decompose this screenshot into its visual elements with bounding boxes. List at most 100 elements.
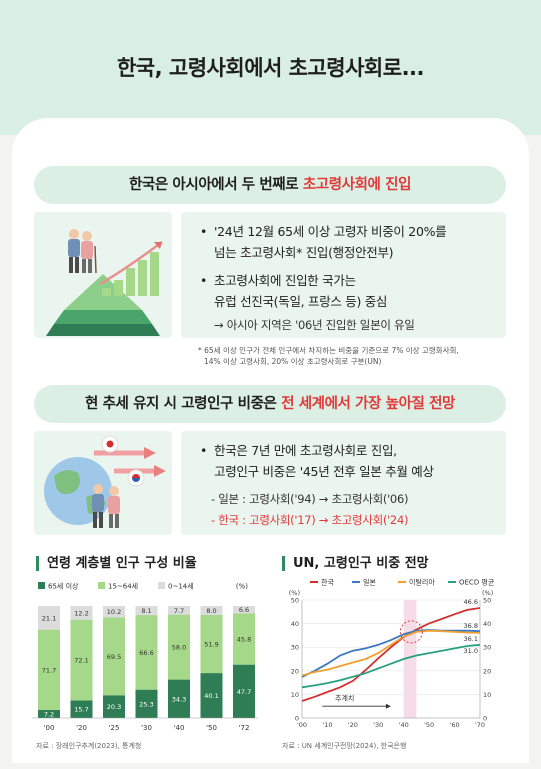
bar-segment bbox=[233, 664, 255, 718]
bar-segment bbox=[168, 679, 190, 718]
section1-bullet2-line1: 초고령사회에 진입한 국가는 bbox=[214, 273, 356, 288]
data-label: 66.6 bbox=[139, 649, 153, 657]
section2-heading-prefix: 현 추세 유지 시 고령인구 비중은 bbox=[85, 396, 282, 412]
x-tick-label: '20 bbox=[348, 721, 358, 729]
projection-band bbox=[403, 600, 417, 718]
bar-segment bbox=[38, 629, 60, 710]
data-label: 25.3 bbox=[139, 700, 153, 708]
section2-heading-highlight: 전 세계에서 가장 높아질 전망 bbox=[281, 396, 455, 412]
x-tick-label: '25 bbox=[109, 724, 120, 732]
chart-unit: (%) bbox=[236, 583, 248, 591]
y-tick-label-right: 40 bbox=[483, 620, 491, 628]
section1-bullet1: • '24년 12월 65세 이상 고령자 비중이 20%를 넘는 초고령사회* … bbox=[200, 221, 447, 263]
x-tick-label: '40 bbox=[174, 724, 185, 732]
y-tick-label-left: 30 bbox=[291, 644, 299, 652]
aging-illustration-panel bbox=[34, 212, 172, 338]
bar-segment bbox=[103, 695, 125, 718]
section1-bullet1-line2: 넘는 초고령사회* 진입(행정안전부) bbox=[214, 245, 394, 260]
bar-segment bbox=[103, 606, 125, 618]
legend-label: 이탈리아 bbox=[409, 578, 435, 587]
y-unit-right: (%) bbox=[482, 589, 493, 597]
bar-segment bbox=[200, 673, 223, 718]
y-tick-label-left: 40 bbox=[291, 620, 299, 628]
data-label: 34.3 bbox=[172, 695, 186, 703]
x-tick-label: '40 bbox=[399, 721, 409, 729]
bar-segment bbox=[38, 606, 60, 630]
japan-timeline: - 일본 : 고령사회('94) → 초고령사회('06) bbox=[211, 492, 409, 506]
x-tick-label: '00 bbox=[297, 721, 307, 729]
bar-segment bbox=[135, 689, 158, 718]
line-chart-source: 자료 : UN 세계인구전망(2024), 한국은행 bbox=[282, 742, 407, 750]
section2-text-panel bbox=[181, 431, 506, 535]
y-tick-label-left: 10 bbox=[291, 691, 299, 699]
data-label: 20.3 bbox=[107, 703, 121, 711]
x-tick-label: '70 bbox=[475, 721, 485, 729]
bar-segment bbox=[70, 606, 93, 620]
data-label: 58.0 bbox=[172, 644, 186, 652]
section2-bullet1-line1: 한국은 7년 만에 초고령사회로 진입, bbox=[214, 443, 397, 458]
data-label: 10.2 bbox=[107, 608, 121, 616]
y-tick-label-right: 20 bbox=[483, 667, 491, 675]
y-tick-label-right: 30 bbox=[483, 644, 491, 652]
y-tick-label-right: 50 bbox=[483, 597, 491, 605]
bar-segment bbox=[70, 619, 93, 701]
legend-swatch bbox=[38, 582, 45, 589]
x-tick-label: '20 bbox=[76, 724, 87, 732]
y-tick-label-left: 0 bbox=[295, 715, 299, 723]
bar-chart-title: 연령 계층별 인구 구성 비율 bbox=[36, 556, 197, 571]
data-label: 7.7 bbox=[174, 607, 184, 615]
x-tick-label: '30 bbox=[141, 724, 152, 732]
y-unit-left: (%) bbox=[289, 589, 300, 597]
bar-segment bbox=[233, 606, 255, 614]
data-label: 12.2 bbox=[74, 609, 88, 617]
line-chart-title: UN, 고령인구 비중 전망 bbox=[282, 556, 429, 571]
series-line bbox=[301, 629, 481, 677]
data-label: 15.7 bbox=[74, 706, 88, 714]
data-label: 72.1 bbox=[74, 657, 88, 665]
section2-bullet1-line2: 고령인구 비중은 '45년 전후 일본 추월 예상 bbox=[214, 464, 434, 479]
data-label: 45.8 bbox=[237, 636, 251, 644]
data-label: 21.1 bbox=[42, 614, 56, 622]
bar-segment bbox=[168, 614, 190, 680]
data-label: 6.6 bbox=[239, 606, 249, 614]
x-tick-label: '72 bbox=[239, 724, 250, 732]
section1-text-panel bbox=[181, 212, 506, 338]
data-label: 40.1 bbox=[204, 692, 218, 700]
x-tick-label: '50 bbox=[424, 721, 434, 729]
y-tick-label-left: 50 bbox=[291, 597, 299, 605]
legend-label: 65세 이상 bbox=[48, 582, 79, 591]
y-tick-label-right: 10 bbox=[483, 691, 491, 699]
data-label: 47.7 bbox=[237, 688, 251, 696]
page-title: 한국, 고령사회에서 초고령사회로... bbox=[116, 56, 425, 80]
end-value-label: 36.8 bbox=[464, 622, 478, 630]
bar-segment bbox=[168, 606, 190, 615]
data-label: 7.2 bbox=[44, 710, 54, 718]
footnote-line2: 14% 이상 고령사회, 20% 이상 초고령사회로 구분(UN) bbox=[204, 357, 382, 366]
section2-heading: 현 추세 유지 시 고령인구 비중은 전 세계에서 가장 높아질 전망 bbox=[34, 385, 506, 423]
projection-annotation: 추계치 bbox=[335, 693, 354, 702]
bar-segment bbox=[200, 614, 223, 674]
series-line bbox=[301, 607, 481, 702]
bar-segment bbox=[70, 700, 93, 718]
bar-segment bbox=[233, 613, 255, 665]
end-value-label: 31.0 bbox=[464, 647, 478, 655]
x-tick-label: '50 bbox=[206, 724, 217, 732]
end-value-label: 46.6 bbox=[464, 598, 478, 606]
y-tick-label-left: 20 bbox=[291, 667, 299, 675]
korea-timeline: - 한국 : 고령사회('17) → 초고령사회('24) bbox=[211, 513, 409, 527]
legend-label: 한국 bbox=[321, 579, 334, 587]
legend-label: 15~64세 bbox=[108, 582, 138, 591]
bar-segment bbox=[135, 615, 158, 690]
section1-bullet2-line2: 유럽 선진국(독일, 프랑스 등) 중심 bbox=[214, 294, 388, 309]
legend-label: OECD 평균 bbox=[459, 578, 495, 587]
x-tick-label: '60 bbox=[450, 721, 460, 729]
bar-segment bbox=[135, 606, 158, 616]
bar-chart-source: 자료 : 장래인구추계(2023), 통계청 bbox=[36, 742, 142, 750]
section1-bullet2-line3: → 아시아 지역은 '06년 진입한 일본이 유일 bbox=[214, 318, 415, 332]
x-tick-label: '30 bbox=[373, 721, 383, 729]
legend-swatch bbox=[98, 582, 105, 589]
header-band bbox=[0, 0, 541, 135]
bar-segment bbox=[103, 617, 125, 696]
x-tick-label: '00 bbox=[44, 724, 55, 732]
